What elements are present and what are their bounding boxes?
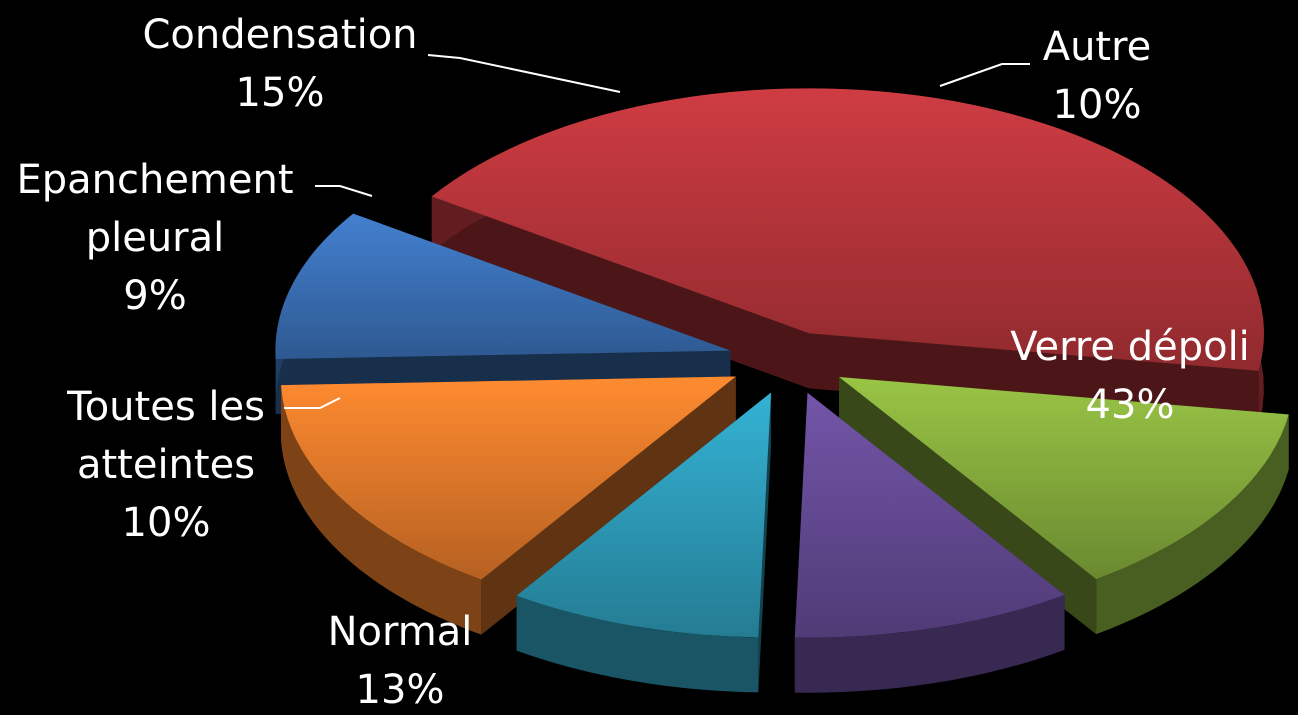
slice-0: [275, 213, 731, 360]
leader-lines: [284, 54, 1030, 409]
slice-wall-1-0: [431, 196, 809, 389]
slice-label-name-3-0: Toutes les: [66, 384, 265, 430]
slice-label-value-4: 9%: [123, 273, 186, 319]
slice-label-value-3: 10%: [122, 500, 211, 546]
slice-3: [794, 392, 1065, 638]
slice-label-value-0: 10%: [1053, 82, 1142, 128]
slice-5: [281, 376, 736, 580]
slice-label-4: Epanchement pleural 9%: [16, 157, 293, 319]
slice-label-name-0-0: Autre: [1043, 24, 1152, 70]
slice-label-name-5-0: Condensation: [142, 12, 417, 58]
slice-4: [516, 392, 772, 638]
slice-wall-4-0: [758, 392, 772, 693]
slice-label-value-1: 43%: [1086, 382, 1175, 428]
slice-wall-5-0: [481, 376, 736, 635]
slice-label-0: Autre 10%: [1043, 24, 1152, 128]
slice-rim-4: [516, 595, 759, 693]
slice-label-5: Condensation 15%: [142, 12, 417, 116]
slice-label-name-3-1: atteintes: [77, 442, 255, 488]
slice-label-name-4-1: pleural: [86, 215, 225, 261]
slice-label-2: Normal 13%: [328, 609, 473, 713]
slice-2: [839, 376, 1289, 580]
slice-label-name-1-0: Verre dépoli: [1010, 324, 1250, 370]
slice-label-value-5: 15%: [236, 70, 325, 116]
slice-rim-2: [1096, 414, 1289, 635]
slice-label-name-2-0: Normal: [328, 609, 473, 655]
leader-line-0: [939, 63, 1030, 87]
slice-label-1: Verre dépoli 43%: [1010, 324, 1250, 428]
leader-line-3: [284, 397, 341, 409]
slice-rim-5: [281, 385, 482, 635]
slice-tops: [275, 88, 1289, 638]
leader-line-5: [427, 54, 621, 93]
slice-labels: Autre 10% Verre dépoli 43% Normal 13% Toutes l…: [16, 12, 1249, 713]
slice-label-3: Toutes les atteintes 10%: [66, 384, 265, 546]
leader-line-4: [315, 185, 373, 197]
slice-label-value-2: 13%: [356, 667, 445, 713]
slice-1: [431, 88, 1264, 371]
slice-label-name-4-0: Epanchement: [16, 157, 293, 203]
slice-rim-3: [794, 594, 1065, 693]
